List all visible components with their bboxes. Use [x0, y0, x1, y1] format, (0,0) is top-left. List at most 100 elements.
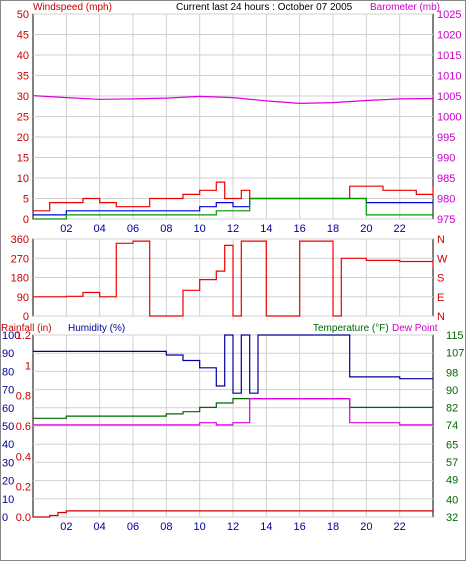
p3-temp-tick-82: 82	[446, 402, 458, 414]
p2-right-tick-1: W	[437, 253, 448, 265]
series-direction	[33, 240, 434, 317]
p3-xtick-22: 22	[394, 521, 406, 533]
p2-right-tick-2: S	[437, 273, 444, 285]
p1-left-tick-15: 15	[17, 153, 29, 165]
p1-right-tick-1005: 1005	[437, 91, 461, 103]
p3-humidity-tick-0: 0	[2, 512, 8, 524]
p1-right-tick-975: 975	[437, 214, 455, 226]
p1-xtick-06: 06	[127, 223, 139, 235]
humidity-axis-title: Humidity (%)	[68, 323, 125, 334]
p1-left-tick-50: 50	[17, 9, 29, 21]
p3-xtick-16: 16	[294, 521, 306, 533]
p3-temp-tick-107: 107	[446, 348, 464, 360]
series-humidity	[33, 334, 433, 394]
p1-right-tick-1015: 1015	[437, 50, 461, 62]
p1-xtick-10: 10	[194, 223, 206, 235]
p3-temp-tick-115: 115	[446, 330, 464, 342]
p3-humidity-tick-10: 10	[2, 494, 14, 506]
p2-right-tick-0: N	[437, 234, 445, 246]
series-rainfall	[33, 510, 433, 518]
p1-left-tick-25: 25	[17, 112, 29, 124]
p3-humidity-tick-60: 60	[2, 403, 14, 415]
p3-rain-tick-0.8: 0.8	[16, 391, 31, 403]
p1-left-tick-5: 5	[23, 194, 29, 206]
barometer-axis-title: Barometer (mb)	[370, 2, 440, 13]
chart-title: Current last 24 hours : October 07 2005	[176, 2, 353, 13]
p1-xtick-02: 02	[60, 223, 72, 235]
p3-xtick-12: 12	[227, 521, 239, 533]
series-wind-low	[33, 197, 433, 220]
p3-xtick-02: 02	[60, 521, 72, 533]
p3-temp-tick-57: 57	[446, 457, 458, 469]
p1-xtick-04: 04	[94, 223, 106, 235]
p3-temp-tick-98: 98	[446, 367, 458, 379]
p1-xtick-22: 22	[394, 223, 406, 235]
p1-left-tick-0: 0	[23, 214, 29, 226]
axes-panel3: 0 10 20 30 40 50 60 70 80 90 100 0.0 0.2 0.4 0.6 0.8 1 1.…	[2, 330, 464, 533]
p3-humidity-tick-30: 30	[2, 457, 14, 469]
p3-rain-tick-1.2: 1.2	[16, 330, 31, 342]
rainfall-axis-title: Rainfall (in)	[1, 323, 52, 334]
p3-xtick-04: 04	[94, 521, 106, 533]
p3-temp-tick-74: 74	[446, 420, 458, 432]
p3-humidity-tick-20: 20	[2, 476, 14, 488]
windspeed-axis-title: Windspeed (mph)	[33, 2, 112, 13]
p2-right-tick-4: N	[437, 311, 445, 323]
p3-xtick-06: 06	[127, 521, 139, 533]
p2-right-tick-3: E	[437, 292, 444, 304]
p3-temp-tick-90: 90	[446, 385, 458, 397]
p1-left-tick-30: 30	[17, 91, 29, 103]
p1-right-tick-1025: 1025	[437, 9, 461, 21]
p3-xtick-08: 08	[160, 521, 172, 533]
p3-humidity-tick-70: 70	[2, 385, 14, 397]
p3-temp-tick-40: 40	[446, 494, 458, 506]
p3-humidity-tick-40: 40	[2, 439, 14, 451]
dewpoint-label: Dew Point	[392, 323, 438, 334]
p3-temp-tick-49: 49	[446, 475, 458, 487]
p3-humidity-tick-100: 100	[2, 330, 20, 342]
p1-right-tick-1010: 1010	[437, 71, 461, 83]
plot-panel1	[32, 95, 434, 220]
p1-left-tick-20: 20	[17, 132, 29, 144]
axes-panel1: 0510152025303540455097598098599099510001…	[17, 9, 462, 235]
p3-rain-tick-0.6: 0.6	[16, 421, 31, 433]
grid-panel1	[33, 13, 433, 220]
p1-left-tick-35: 35	[17, 71, 29, 83]
p3-humidity-tick-50: 50	[2, 421, 14, 433]
series-dew-point	[33, 398, 433, 426]
p1-xtick-20: 20	[360, 223, 372, 235]
p1-right-tick-990: 990	[437, 153, 455, 165]
p3-rain-tick-0.2: 0.2	[16, 482, 31, 494]
p2-left-tick-0: 0	[23, 311, 29, 323]
plot-panel2	[33, 240, 434, 317]
p2-left-tick-270: 270	[11, 253, 29, 265]
p3-xtick-20: 20	[360, 521, 372, 533]
p3-rain-tick-0.4: 0.4	[16, 451, 31, 463]
p3-rain-tick-1: 1	[25, 360, 31, 372]
p1-xtick-16: 16	[294, 223, 306, 235]
p3-xtick-10: 10	[194, 521, 206, 533]
temperature-axis-title: Temperature (°F)	[313, 323, 389, 334]
p1-left-tick-45: 45	[17, 30, 29, 42]
series-barometer	[32, 95, 434, 105]
p1-right-tick-995: 995	[437, 132, 455, 144]
p3-temp-tick-65: 65	[446, 440, 458, 452]
p2-left-tick-90: 90	[17, 292, 29, 304]
p1-xtick-18: 18	[327, 223, 339, 235]
p3-xtick-18: 18	[327, 521, 339, 533]
p1-right-tick-985: 985	[437, 173, 455, 185]
p1-xtick-12: 12	[227, 223, 239, 235]
p3-rain-tick-0.0: 0.0	[16, 512, 31, 524]
series-wind-gust	[33, 181, 434, 212]
p1-left-tick-40: 40	[17, 50, 29, 62]
p1-xtick-14: 14	[260, 223, 272, 235]
p2-left-tick-180: 180	[11, 273, 29, 285]
p1-right-tick-1000: 1000	[437, 112, 461, 124]
p3-humidity-tick-80: 80	[2, 366, 14, 378]
p1-right-tick-980: 980	[437, 194, 455, 206]
p3-humidity-tick-90: 90	[2, 348, 14, 360]
p3-xtick-14: 14	[260, 521, 272, 533]
plot-panel3	[33, 334, 433, 518]
